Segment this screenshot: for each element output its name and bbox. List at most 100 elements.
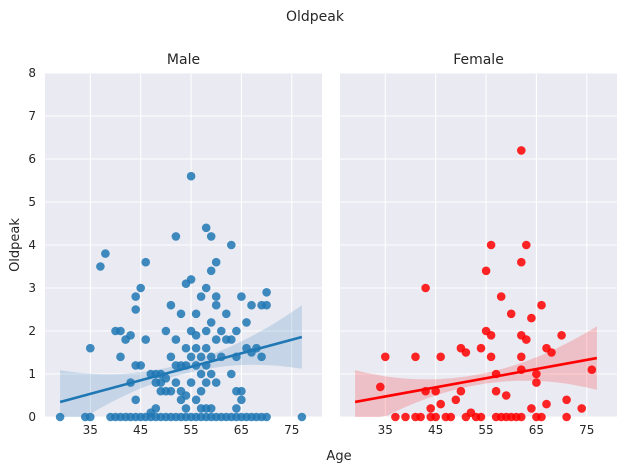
data-point: [451, 395, 461, 405]
data-point: [141, 257, 150, 267]
data-point: [257, 352, 266, 362]
panel-title: Female: [453, 52, 504, 68]
y-tick-label: 8: [28, 66, 36, 80]
data-point: [391, 412, 400, 422]
data-point: [522, 240, 531, 250]
confidence-band: [355, 326, 597, 417]
data-point: [211, 292, 221, 301]
data-point: [166, 352, 176, 362]
data-point: [476, 343, 486, 353]
data-point: [227, 240, 236, 250]
data-point: [501, 391, 511, 400]
female-panel: 35 45 55 65 75 Female: [340, 52, 617, 437]
confidence-band: [60, 305, 302, 417]
data-point: [237, 386, 246, 396]
data-point: [486, 240, 496, 250]
data-point: [232, 404, 241, 413]
y-tick-label: 7: [28, 109, 36, 123]
data-point: [206, 369, 216, 379]
data-point: [297, 412, 307, 422]
data-point: [126, 331, 135, 340]
data-point: [577, 404, 586, 413]
data-point: [201, 378, 211, 387]
x-tick-label: 55: [478, 423, 493, 437]
data-point: [206, 404, 216, 413]
y-tick-label: 3: [28, 281, 36, 295]
data-point: [562, 395, 571, 405]
data-point: [181, 391, 191, 400]
data-point: [262, 288, 271, 297]
data-point: [131, 395, 140, 405]
data-point: [401, 412, 410, 422]
data-point: [411, 352, 420, 362]
data-point: [171, 335, 181, 344]
y-axis-label: Oldpeak: [8, 218, 23, 272]
data-point: [141, 335, 150, 344]
data-point: [376, 382, 385, 392]
data-point: [186, 352, 196, 362]
data-point: [181, 343, 191, 353]
data-point: [431, 412, 441, 422]
data-point: [176, 309, 186, 319]
data-point: [542, 399, 551, 409]
x-tick-label: 35: [378, 423, 393, 437]
data-point: [557, 331, 566, 340]
data-point: [527, 404, 536, 413]
data-point: [416, 412, 425, 422]
x-tick-label: 75: [579, 423, 594, 437]
y-tick-label: 1: [28, 367, 36, 381]
data-point: [517, 412, 526, 422]
data-point: [186, 171, 196, 181]
data-point: [186, 275, 196, 284]
data-point: [262, 412, 271, 422]
data-point: [227, 369, 236, 379]
data-point: [161, 374, 171, 383]
data-point: [506, 309, 516, 319]
data-point: [237, 292, 246, 301]
data-point: [532, 369, 541, 379]
x-axis-label: Age: [326, 449, 351, 464]
data-point: [201, 283, 211, 293]
y-tick-label: 4: [28, 238, 36, 252]
x-tick-label: 35: [83, 423, 98, 437]
data-point: [206, 232, 216, 241]
data-point: [201, 326, 211, 336]
data-point: [136, 283, 145, 293]
y-tick-label: 2: [28, 324, 36, 338]
data-point: [496, 292, 506, 301]
data-point: [446, 412, 456, 422]
data-point: [211, 300, 221, 310]
data-point: [461, 348, 471, 357]
data-point: [486, 352, 496, 362]
data-point: [116, 326, 125, 336]
data-point: [206, 318, 216, 327]
data-point: [481, 266, 491, 276]
data-point: [426, 404, 436, 413]
data-point: [242, 318, 251, 327]
x-tick-label: 45: [428, 423, 443, 437]
data-point: [166, 386, 176, 396]
data-point: [201, 343, 211, 353]
data-point: [171, 232, 181, 241]
data-point: [517, 146, 526, 155]
data-point: [161, 326, 171, 336]
data-point: [456, 386, 466, 396]
x-tick-label: 65: [234, 423, 249, 437]
panel-title: Male: [167, 52, 200, 68]
data-point: [201, 223, 211, 233]
data-point: [166, 300, 176, 310]
data-point: [171, 378, 181, 387]
data-point: [527, 313, 536, 323]
data-point: [191, 395, 201, 405]
y-tick-label: 0: [28, 410, 36, 424]
data-point: [211, 257, 221, 267]
y-tick-label: 5: [28, 195, 36, 209]
data-point: [196, 386, 206, 396]
data-point: [206, 352, 216, 362]
data-point: [136, 361, 145, 370]
data-point: [211, 378, 221, 387]
data-point: [587, 365, 597, 375]
data-point: [232, 326, 241, 336]
data-point: [196, 292, 206, 301]
